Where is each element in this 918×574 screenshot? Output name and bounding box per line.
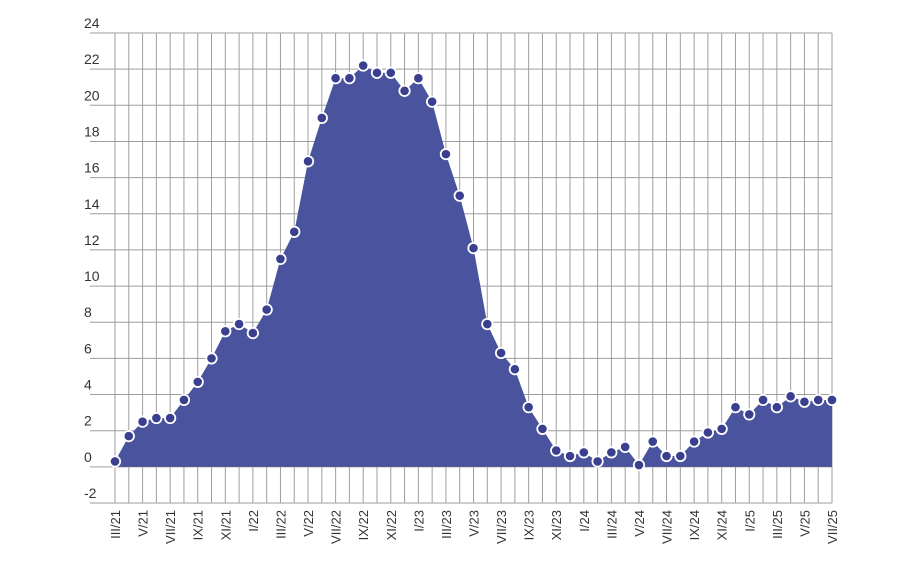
- x-tick-label: III/25: [770, 510, 785, 539]
- y-tick-label: 8: [84, 304, 92, 320]
- data-markers: [108, 59, 839, 472]
- data-point: [357, 59, 370, 72]
- data-point: [591, 455, 604, 468]
- data-point: [205, 352, 218, 365]
- data-point: [164, 411, 177, 425]
- y-tick-label: 0: [84, 449, 92, 465]
- data-point: [674, 449, 687, 463]
- data-point: [108, 455, 122, 468]
- data-point: [191, 375, 204, 388]
- x-tick-label: I/25: [742, 510, 757, 532]
- data-point: [136, 415, 149, 428]
- data-point: [577, 446, 590, 459]
- y-tick-label: 12: [84, 232, 100, 248]
- y-tick-label: 2: [84, 413, 92, 429]
- data-point: [412, 72, 425, 85]
- data-point: [508, 363, 521, 376]
- x-tick-label: VII/24: [660, 510, 675, 544]
- x-tick-label: V/21: [136, 510, 151, 537]
- data-point: [370, 66, 384, 79]
- data-point: [315, 111, 328, 125]
- x-tick-label: VII/25: [825, 510, 840, 544]
- data-point: [288, 225, 301, 238]
- x-tick-label: III/22: [273, 510, 288, 539]
- data-point: [701, 426, 715, 439]
- data-point: [605, 446, 618, 459]
- x-tick-label: XI/24: [715, 510, 730, 540]
- x-tick-label: XI/22: [384, 510, 399, 540]
- data-point: [246, 326, 259, 340]
- data-point: [329, 72, 342, 85]
- data-point: [646, 435, 659, 448]
- data-point: [784, 390, 797, 403]
- y-tick-label: 22: [84, 51, 100, 67]
- x-tick-label: VII/21: [163, 510, 178, 544]
- data-point: [550, 444, 563, 457]
- x-tick-label: IX/21: [191, 510, 206, 540]
- data-point: [177, 393, 191, 407]
- data-point: [536, 422, 549, 435]
- data-point: [563, 449, 577, 463]
- y-tick-label: 4: [84, 377, 92, 393]
- x-tick-label: V/24: [632, 510, 647, 537]
- data-point: [150, 411, 163, 425]
- x-tick-label: VII/23: [494, 510, 509, 544]
- x-tick-label: VII/22: [329, 510, 344, 544]
- x-tick-label: IX/23: [522, 510, 537, 540]
- x-tick-label: III/21: [108, 510, 123, 539]
- x-axis-tick-labels: III/21 V/21 VII/21 IX/21 XI/21 I/22 III/22 V/22…: [108, 510, 840, 544]
- data-point: [453, 189, 466, 202]
- y-tick-label: 10: [84, 268, 100, 284]
- data-point: [122, 430, 135, 443]
- data-point: [301, 155, 315, 168]
- data-point: [715, 422, 728, 435]
- y-tick-label: 14: [84, 196, 100, 212]
- data-point: [688, 435, 701, 448]
- data-point: [812, 393, 825, 407]
- x-tick-label: III/23: [439, 510, 454, 539]
- data-point: [384, 66, 397, 79]
- data-point: [426, 95, 439, 108]
- y-tick-label: -2: [84, 485, 97, 501]
- x-tick-label: III/24: [604, 510, 619, 539]
- data-point: [756, 393, 770, 407]
- data-point: [632, 458, 646, 472]
- x-tick-label: V/22: [301, 510, 316, 537]
- data-point: [398, 84, 411, 97]
- data-point: [439, 148, 453, 161]
- x-tick-label: V/25: [797, 510, 812, 537]
- data-point: [467, 242, 480, 255]
- x-tick-label: I/23: [411, 510, 426, 532]
- area-series: [115, 65, 832, 467]
- data-point: [219, 325, 232, 338]
- data-point: [522, 401, 535, 414]
- data-point: [494, 346, 508, 360]
- data-point: [619, 440, 632, 454]
- y-tick-label: 20: [84, 87, 100, 103]
- data-point: [660, 449, 673, 463]
- x-tick-label: IX/24: [687, 510, 702, 540]
- y-tick-label: 16: [84, 160, 100, 176]
- x-tick-label: XI/21: [218, 510, 233, 540]
- data-point: [729, 401, 742, 414]
- data-point: [770, 401, 783, 414]
- y-tick-label: 24: [84, 15, 100, 31]
- data-point: [343, 72, 356, 85]
- data-point: [825, 393, 839, 407]
- data-point: [743, 408, 756, 421]
- data-point: [233, 317, 246, 331]
- x-tick-label: V/23: [467, 510, 482, 537]
- x-tick-label: I/24: [577, 510, 592, 532]
- data-point: [274, 252, 287, 266]
- x-tick-label: IX/22: [356, 510, 371, 540]
- x-tick-label: XI/23: [549, 510, 564, 540]
- x-tick-label: I/22: [246, 510, 261, 532]
- y-tick-label: 6: [84, 340, 92, 356]
- data-point: [260, 303, 273, 316]
- data-point: [481, 317, 494, 331]
- y-tick-label: 18: [84, 123, 100, 139]
- data-point: [798, 395, 811, 408]
